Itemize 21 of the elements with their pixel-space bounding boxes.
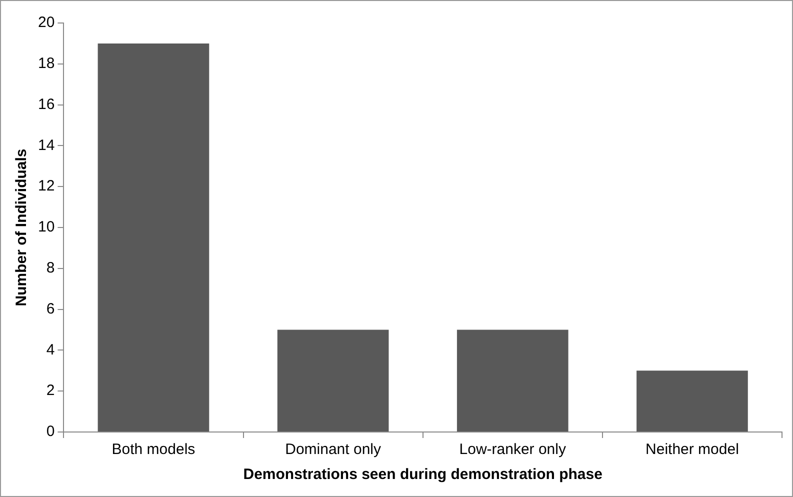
x-tick-label: Both models [112,441,196,458]
bar [456,330,568,432]
y-tick-label: 2 [46,382,55,400]
bar [98,43,210,432]
bar [277,330,389,432]
y-tick-label: 8 [46,260,55,277]
y-tick-label: 6 [46,300,55,318]
y-tick-label: 4 [46,341,55,358]
y-tick-label: 10 [38,218,55,236]
y-tick-label: 14 [38,136,55,154]
x-axis-title: Demonstrations seen during demonstration phase [243,466,602,484]
y-tick-label: 12 [38,178,55,195]
x-tick-label: Dominant only [285,441,382,458]
y-tick-label: 0 [46,423,55,440]
y-tick-label: 16 [38,96,55,113]
y-tick-label: 18 [38,55,55,72]
x-tick-label: Neither model [646,441,739,458]
y-axis-title: Number of Individuals [13,148,30,306]
x-tick-label: Low-ranker only [459,441,566,458]
y-tick-label: 20 [38,14,55,32]
bar [636,370,748,432]
